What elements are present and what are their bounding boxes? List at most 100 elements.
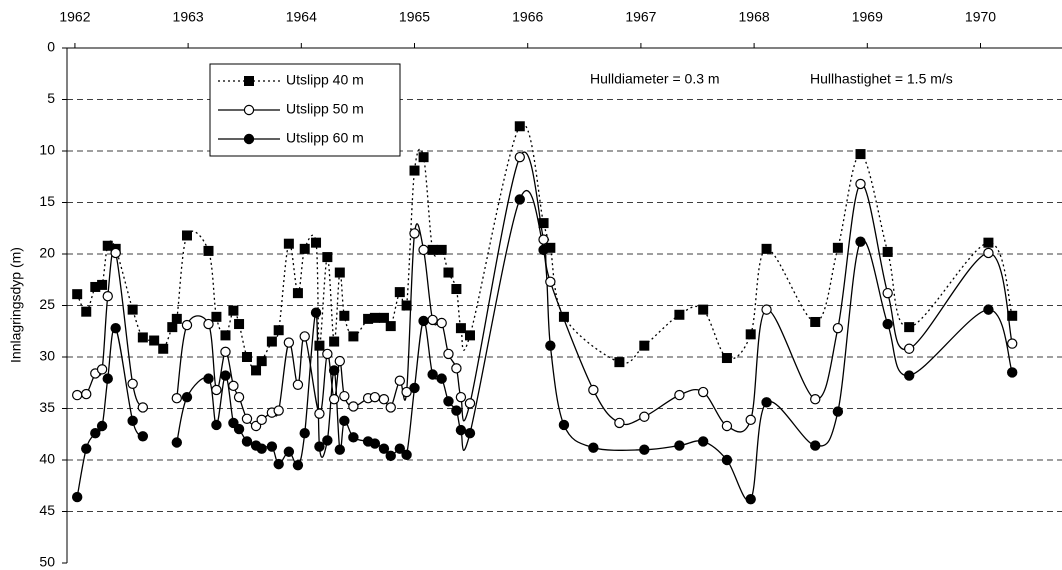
marker	[436, 317, 447, 329]
marker	[855, 236, 866, 247]
marker	[363, 313, 374, 324]
marker	[882, 287, 893, 299]
marker	[378, 443, 390, 454]
marker	[110, 322, 121, 334]
y-tick-label: 50	[39, 554, 55, 570]
marker	[721, 454, 733, 466]
marker	[273, 325, 284, 336]
marker	[983, 304, 994, 315]
marker	[464, 428, 476, 439]
marker	[348, 331, 359, 342]
marker	[558, 419, 570, 431]
marker	[369, 391, 381, 403]
marker	[334, 355, 346, 367]
marker	[243, 104, 255, 116]
marker	[697, 436, 709, 447]
marker	[443, 267, 454, 278]
x-tick-label: 1964	[286, 9, 317, 25]
marker	[256, 356, 267, 367]
marker	[378, 394, 390, 405]
marker	[256, 414, 267, 426]
x-tick-label: 1966	[512, 9, 543, 25]
marker	[171, 393, 183, 404]
annotation: Hulldiameter = 0.3 m	[590, 71, 720, 87]
marker	[299, 243, 310, 254]
marker	[203, 318, 214, 330]
marker	[329, 336, 340, 347]
marker	[558, 311, 569, 322]
marker	[299, 428, 310, 439]
marker	[903, 370, 915, 381]
marker	[228, 305, 239, 316]
marker	[721, 420, 733, 432]
marker	[348, 401, 359, 412]
x-tick-label: 1967	[625, 9, 656, 25]
y-tick-label: 25	[39, 296, 55, 312]
marker	[292, 379, 304, 391]
marker	[443, 348, 454, 360]
marker	[698, 304, 709, 315]
marker	[418, 152, 429, 163]
marker	[401, 449, 412, 461]
marker	[464, 330, 475, 341]
marker	[418, 244, 429, 256]
plot-area	[71, 121, 1018, 505]
marker	[810, 394, 821, 405]
marker	[71, 389, 83, 401]
marker	[211, 419, 222, 431]
marker	[983, 247, 994, 259]
marker	[181, 319, 193, 331]
marker	[401, 386, 412, 398]
marker	[378, 312, 389, 323]
marker	[903, 343, 915, 354]
x-tick-label: 1969	[852, 9, 883, 25]
marker	[983, 237, 994, 248]
marker	[283, 337, 295, 348]
marker	[832, 322, 844, 334]
marker	[71, 491, 83, 503]
marker	[436, 244, 447, 255]
marker	[385, 450, 396, 462]
axes: 0 5 10 15 20 25 30 35 40 45 50 1962 1963 1964 1965 1966…	[39, 9, 1062, 570]
marker	[385, 402, 396, 413]
marker	[697, 386, 709, 398]
marker	[1007, 310, 1018, 321]
marker	[394, 443, 405, 454]
marker	[90, 281, 101, 292]
marker	[96, 364, 108, 375]
legend: Utslipp 40 m Utslipp 50 m Utslipp 60 m	[209, 63, 401, 157]
marker	[401, 300, 412, 311]
marker	[256, 443, 267, 454]
marker	[137, 431, 149, 442]
marker	[832, 242, 843, 253]
marker	[427, 244, 438, 255]
marker	[394, 287, 405, 298]
marker	[299, 331, 310, 342]
marker	[127, 415, 138, 427]
marker	[882, 246, 893, 257]
marker	[409, 382, 420, 394]
marker	[538, 218, 549, 229]
marker	[451, 363, 462, 374]
marker	[545, 276, 556, 288]
marker	[369, 312, 380, 323]
marker	[310, 307, 322, 318]
marker	[211, 384, 222, 396]
marker	[81, 306, 92, 317]
marker	[538, 234, 549, 245]
marker	[832, 406, 844, 417]
series-line	[76, 123, 1013, 372]
marker	[203, 245, 214, 256]
marker	[241, 436, 253, 447]
marker	[158, 343, 169, 354]
marker	[322, 348, 333, 360]
marker	[72, 289, 83, 300]
marker	[514, 121, 525, 132]
marker	[745, 414, 756, 426]
marker	[761, 304, 772, 315]
marker	[443, 396, 454, 407]
marker	[234, 319, 245, 330]
marker	[220, 330, 231, 341]
marker	[639, 411, 650, 422]
marker	[427, 369, 438, 380]
